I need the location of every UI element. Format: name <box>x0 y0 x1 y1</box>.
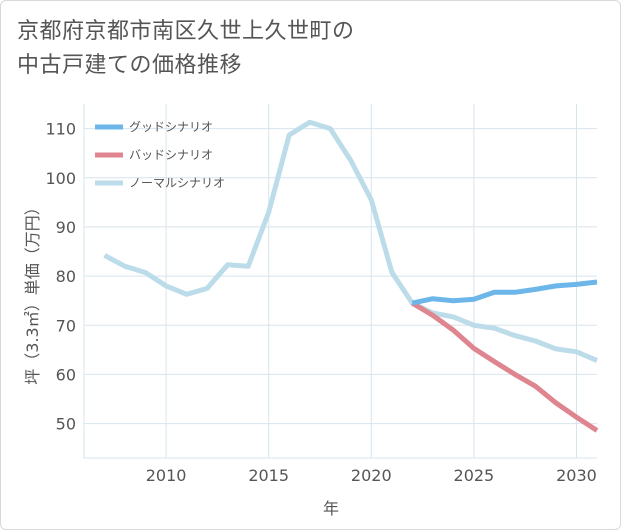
y-axis-ticks: 50 60 70 80 90 100 110 <box>45 120 76 434</box>
legend-label-1: バッドシナリオ <box>129 148 213 162</box>
x-axis-label: 年 <box>323 499 339 518</box>
y-tick-label: 60 <box>56 365 76 384</box>
x-tick-label: 2010 <box>146 466 187 485</box>
y-tick-label: 50 <box>56 415 76 434</box>
x-tick-label: 2025 <box>454 466 495 485</box>
grid <box>83 104 597 459</box>
x-tick-label: 2030 <box>556 466 597 485</box>
legend-label-2: ノーマルシナリオ <box>129 176 225 190</box>
y-tick-label: 100 <box>45 169 76 188</box>
chart-title: 京都府京都市南区久世上久世町の 中古戸建ての価格推移 <box>17 15 355 83</box>
chart-title-line2: 中古戸建ての価格推移 <box>17 53 243 78</box>
series-line-2 <box>103 119 598 363</box>
series-lines <box>103 119 599 433</box>
y-tick-label: 90 <box>56 218 76 237</box>
x-tick-label: 2015 <box>248 466 289 485</box>
y-tick-label: 80 <box>56 267 76 286</box>
x-tick-label: 2020 <box>351 466 392 485</box>
x-axis-ticks: 2010 2015 2020 2025 2030 <box>146 466 597 485</box>
legend-label-0: グッドシナリオ <box>129 120 213 134</box>
series-line-0 <box>411 279 598 306</box>
y-tick-label: 70 <box>56 316 76 335</box>
chart-title-line1: 京都府京都市南区久世上久世町の <box>17 19 355 44</box>
series-line-1 <box>411 300 599 433</box>
y-axis-label: 坪（3.3㎡）単価（万円） <box>23 199 42 384</box>
y-tick-label: 110 <box>45 120 76 139</box>
